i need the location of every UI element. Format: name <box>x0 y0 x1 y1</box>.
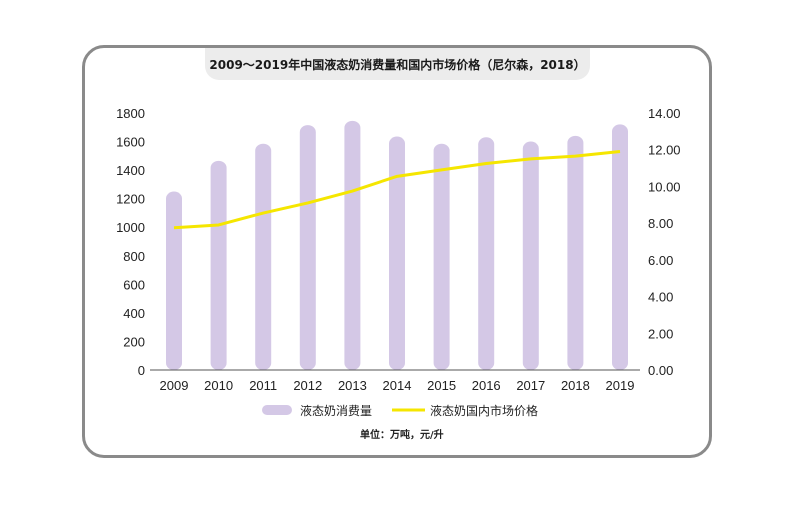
bar-2019 <box>612 124 628 370</box>
x-tick-label: 2017 <box>516 378 545 393</box>
right-tick-label: 10.00 <box>648 179 681 194</box>
x-tick-label: 2016 <box>472 378 501 393</box>
left-axis: 0 200 400 600 800 1000 1200 1400 1600 1800 <box>116 106 145 378</box>
right-axis: 0.00 2.00 4.00 6.00 8.00 10.00 12.00 14.00 <box>648 106 681 378</box>
right-tick-label: 0.00 <box>648 363 673 378</box>
line-series <box>173 150 621 230</box>
bar-series <box>166 120 628 370</box>
right-tick-label: 12.00 <box>648 143 681 158</box>
bar-2015 <box>433 143 450 370</box>
right-tick-label: 8.00 <box>648 216 673 231</box>
x-tick-label: 2010 <box>204 378 233 393</box>
legend: 液态奶消费量 液态奶国内市场价格 <box>262 403 538 418</box>
x-tick-label: 2018 <box>561 378 590 393</box>
x-tick-label: 2014 <box>383 378 412 393</box>
right-tick-label: 2.00 <box>648 326 673 341</box>
right-tick-label: 4.00 <box>648 290 673 305</box>
x-tick-label: 2012 <box>293 378 322 393</box>
left-tick-label: 1800 <box>116 106 145 121</box>
left-tick-label: 800 <box>123 249 145 264</box>
bar-2012 <box>299 125 316 370</box>
legend-bar-label: 液态奶消费量 <box>300 403 372 418</box>
left-tick-label: 0 <box>138 363 145 378</box>
bar-2017 <box>522 141 539 370</box>
left-tick-label: 600 <box>123 277 145 292</box>
bar-2009 <box>166 191 182 370</box>
left-tick-label: 1000 <box>116 220 145 235</box>
left-tick-label: 400 <box>123 306 145 321</box>
x-tick-label: 2011 <box>249 378 277 393</box>
left-tick-label: 200 <box>123 334 145 349</box>
legend-bar-swatch <box>262 405 292 415</box>
bar-2010 <box>210 160 227 370</box>
right-tick-label: 14.00 <box>648 106 681 121</box>
x-tick-label: 2015 <box>427 378 456 393</box>
chart-title: 2009～2019年中国液态奶消费量和国内市场价格（尼尔森，2018） <box>205 48 590 80</box>
bar-2013 <box>344 120 361 370</box>
legend-line-label: 液态奶国内市场价格 <box>430 403 538 418</box>
x-tick-label: 2009 <box>160 378 189 393</box>
x-tick-label: 2013 <box>338 378 367 393</box>
unit-label: 单位：万吨，元/升 <box>360 428 444 441</box>
right-tick-label: 6.00 <box>648 253 673 268</box>
bar-2016 <box>478 137 495 370</box>
x-tick-label: 2019 <box>606 378 635 393</box>
left-tick-label: 1600 <box>116 135 145 150</box>
bar-2014 <box>389 136 405 370</box>
bar-2011 <box>255 143 272 370</box>
left-tick-label: 1200 <box>116 192 145 207</box>
left-tick-label: 1400 <box>116 163 145 178</box>
x-axis: 2009 2010 2011 2012 2013 2014 2015 2016 2017 2018… <box>160 378 635 393</box>
bar-2018 <box>567 135 584 370</box>
